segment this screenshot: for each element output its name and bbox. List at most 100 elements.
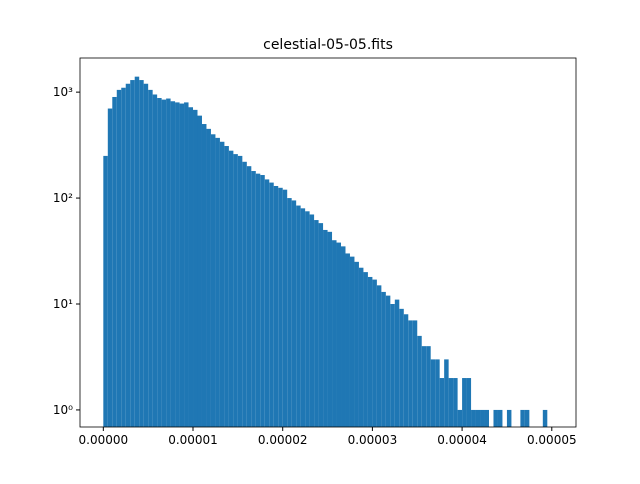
x-tick-label: 0.00002 <box>258 433 308 447</box>
bar <box>314 220 319 427</box>
bar <box>318 223 324 427</box>
y-tick-label: 10¹ <box>53 297 73 311</box>
x-tick-label: 0.00003 <box>348 433 398 447</box>
bar <box>448 378 454 427</box>
bar <box>349 256 355 427</box>
y-tick-label: 10³ <box>53 85 73 99</box>
bar <box>480 409 485 427</box>
bar <box>278 187 283 427</box>
bar <box>103 155 108 428</box>
bar <box>358 267 364 427</box>
y-tick-label: 10⁰ <box>53 403 73 417</box>
bar <box>197 115 202 427</box>
bar <box>394 299 400 427</box>
x-tick-label: 0.00000 <box>79 433 129 447</box>
bar <box>471 409 476 427</box>
bar <box>273 185 279 427</box>
bar <box>524 409 530 427</box>
bar <box>372 279 377 427</box>
bar <box>228 150 234 427</box>
bar <box>296 205 301 427</box>
bar <box>255 173 261 427</box>
bar <box>341 246 346 427</box>
bar <box>363 272 368 427</box>
bar <box>497 409 503 427</box>
bar <box>148 89 153 428</box>
bar <box>237 155 243 428</box>
bar <box>327 231 333 427</box>
x-tick-label: 0.00005 <box>527 433 577 447</box>
bar <box>444 359 449 427</box>
bar <box>408 320 413 427</box>
bar <box>390 303 395 427</box>
bar <box>385 295 391 427</box>
bar <box>309 214 315 427</box>
x-tick-label: 0.00004 <box>437 433 487 447</box>
bar <box>175 102 180 427</box>
bar <box>439 378 445 427</box>
bar <box>201 124 207 428</box>
bar <box>188 107 194 427</box>
bar <box>367 276 373 427</box>
bar <box>426 346 431 427</box>
bar <box>210 134 216 427</box>
bar <box>157 98 162 428</box>
bar <box>403 314 409 427</box>
bar <box>251 171 256 427</box>
bar <box>381 291 386 427</box>
plot-frame <box>79 57 577 428</box>
bar <box>193 109 198 427</box>
bar <box>354 261 359 427</box>
y-tick-label: 10² <box>53 191 73 205</box>
bar <box>412 320 418 427</box>
bar <box>462 378 467 427</box>
bar <box>224 146 229 427</box>
bar <box>520 409 525 427</box>
bar <box>336 242 342 427</box>
bar <box>206 128 211 428</box>
bar <box>466 378 472 427</box>
bar <box>399 308 404 427</box>
bar <box>323 229 328 427</box>
bar <box>184 102 189 427</box>
bar <box>179 103 185 428</box>
bar <box>484 409 489 427</box>
bar <box>475 409 481 427</box>
bar <box>116 89 122 428</box>
bar <box>143 83 149 427</box>
bar <box>345 253 350 427</box>
bar <box>542 409 548 427</box>
bar <box>215 137 220 427</box>
bar <box>260 175 265 427</box>
bar <box>246 166 252 427</box>
bar <box>130 80 135 428</box>
bar <box>300 208 306 427</box>
bar <box>435 359 440 427</box>
bar <box>493 409 498 427</box>
bar <box>287 198 292 427</box>
bar <box>125 83 131 427</box>
bar <box>219 141 225 427</box>
bar <box>139 80 144 428</box>
bar <box>269 182 274 427</box>
bar <box>457 409 463 427</box>
bar <box>332 240 337 427</box>
bar <box>166 98 171 428</box>
bar <box>430 359 436 427</box>
bar <box>282 189 288 427</box>
bar <box>417 335 422 427</box>
chart-title: celestial-05-05.fits <box>263 37 393 53</box>
bar <box>264 179 270 427</box>
bar <box>242 161 247 427</box>
bar <box>233 154 238 428</box>
bar <box>107 108 113 427</box>
bar <box>112 96 117 428</box>
bar <box>121 87 126 427</box>
bar <box>161 99 167 428</box>
x-tick-label: 0.00001 <box>168 433 218 447</box>
bar <box>291 200 297 427</box>
bar <box>376 285 382 427</box>
bar <box>453 378 458 427</box>
bar <box>170 101 176 428</box>
